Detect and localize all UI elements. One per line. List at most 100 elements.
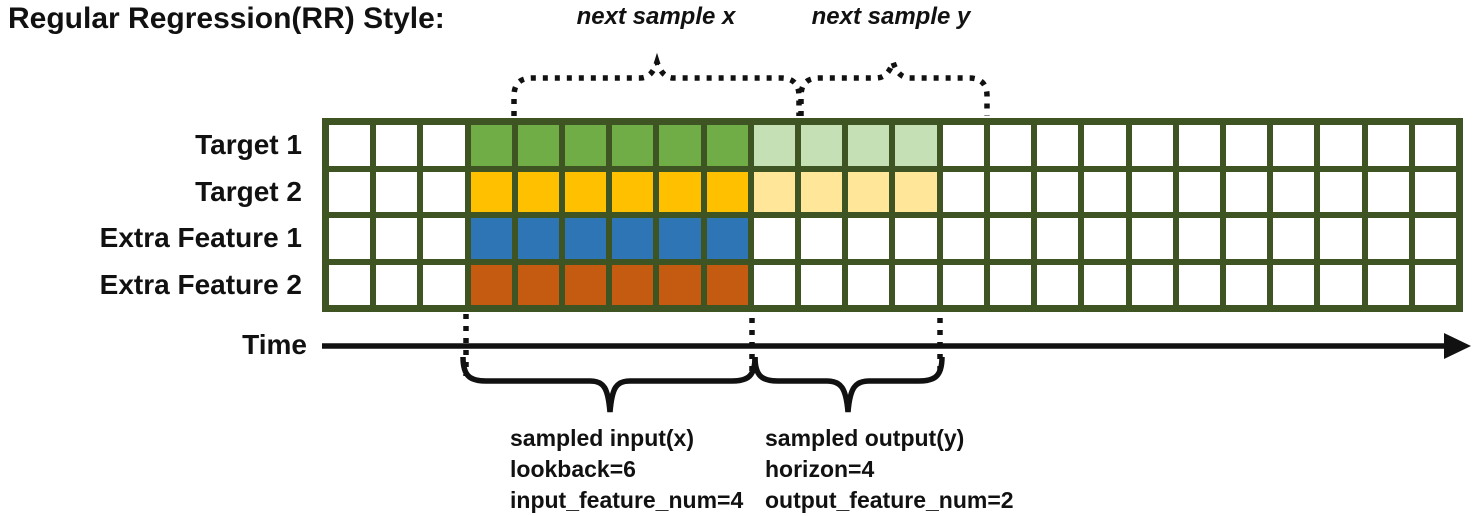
grid-cell [942,264,984,305]
grid-cell [895,125,937,166]
row-label: Target 2 [195,175,302,207]
grid-cell [1037,218,1079,259]
grid-cell [1414,218,1456,259]
grid-cell [989,171,1032,212]
next-sample-y-brace [798,52,990,116]
grid-cell [1084,125,1126,166]
grid-cell [1367,125,1409,166]
grid-cell [942,218,984,259]
grid-cell [612,218,654,259]
sampled-output-note: sampled output(y) horizon=4 output_featu… [765,423,1014,516]
grid-cell [659,218,701,259]
grid-cell [1367,171,1409,212]
grid-cell [1037,264,1079,305]
grid-cell [329,125,371,166]
grid-cell [801,264,843,305]
grid [322,118,1463,312]
grid-cell [423,218,465,259]
grid-cell [1225,264,1268,305]
grid-cell [517,125,560,166]
sampled-input-note: sampled input(x) lookback=6 input_featur… [510,423,743,516]
grid-cell [376,218,418,259]
next-sample-y-label: next sample y [811,3,971,30]
grid-cell [659,264,701,305]
grid-cell [1320,264,1362,305]
grid-cell [1367,218,1409,259]
grid-cell [1273,264,1315,305]
horizon-value: horizon=4 [765,456,875,482]
grid-cell [1131,125,1173,166]
grid-cell [423,125,465,166]
grid-cell [706,171,748,212]
grid-cell [753,264,796,305]
grid-cell [1084,218,1126,259]
grid-cell [329,264,371,305]
grid-cell [1084,171,1126,212]
grid-cell [1273,218,1315,259]
grid-cell [1178,264,1220,305]
grid-cell [1084,264,1126,305]
grid-cell [517,218,560,259]
grid-cell [848,264,890,305]
grid-cell [376,264,418,305]
grid-cell [1225,125,1268,166]
row-label: Target 1 [195,129,302,161]
grid-cell [1178,218,1220,259]
input-feature-num-value: input_feature_num=4 [510,487,744,513]
grid-cell [1225,218,1268,259]
grid-cell [517,171,560,212]
diagram-title: Regular Regression(RR) Style: [8,2,445,35]
grid-cell [1178,171,1220,212]
grid-cell [470,218,512,259]
grid-cell [801,218,843,259]
time-axis-arrowhead [1444,333,1471,359]
grid-cell [801,171,843,212]
grid-cell [753,171,796,212]
time-axis-label: Time [242,329,307,360]
grid-cell [376,171,418,212]
grid-cell [329,171,371,212]
grid-cell [612,264,654,305]
grid-cell [848,125,890,166]
grid-cell [376,125,418,166]
grid-cell [1320,171,1362,212]
grid-cell [565,171,607,212]
grid-cell [470,264,512,305]
grid-cell [659,125,701,166]
grid-cell [989,218,1032,259]
grid-cell [1414,264,1456,305]
grid-cell [848,218,890,259]
grid-cell [895,264,937,305]
grid-cell [612,171,654,212]
grid-cell [895,218,937,259]
grid-cell [329,218,371,259]
grid-cell [423,171,465,212]
grid-cell [989,264,1032,305]
grid-cell [470,171,512,212]
grid-cell [1131,264,1173,305]
grid-cell [942,125,984,166]
grid-cell [1131,171,1173,212]
output-feature-num-value: output_feature_num=2 [765,487,1014,513]
grid-cell [753,218,796,259]
grid-cell [1037,171,1079,212]
grid-cell [1273,171,1315,212]
grid-cell [801,125,843,166]
sampled-output-brace [752,356,945,413]
grid-cell [706,218,748,259]
row-label: Extra Feature 2 [99,268,302,300]
grid-cell [706,264,748,305]
grid-cell [706,125,748,166]
sampled-input-title: sampled input(x) [510,425,695,451]
sampled-input-brace [460,356,758,413]
grid-cell [1273,125,1315,166]
next-sample-x-brace [511,52,802,116]
grid-cell [612,125,654,166]
grid-cell [848,171,890,212]
grid-cell [470,125,512,166]
grid-cell [942,171,984,212]
grid-cell [1414,171,1456,212]
next-sample-x-label: next sample x [576,3,736,30]
grid-cell [565,218,607,259]
